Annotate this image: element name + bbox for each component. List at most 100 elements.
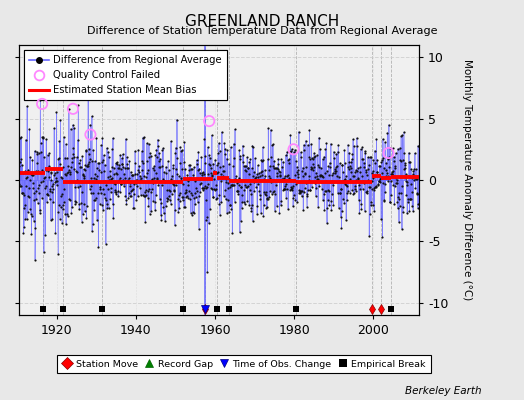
Point [219, 172, 227, 179]
Point [343, 196, 351, 203]
Point [337, 224, 346, 231]
Point [111, 189, 119, 196]
Point [182, 176, 191, 182]
Point [37, 149, 46, 156]
Point [332, 173, 341, 179]
Point [84, 161, 93, 168]
Point [47, 177, 56, 183]
Point [23, 103, 31, 110]
Point [223, 180, 232, 186]
Point [378, 157, 386, 164]
Point [138, 158, 146, 164]
Point [80, 175, 89, 182]
Point [120, 179, 128, 186]
Point [351, 186, 359, 193]
Point [325, 160, 334, 166]
Point [345, 159, 354, 165]
Point [356, 186, 365, 193]
Point [171, 150, 179, 156]
Point [297, 149, 305, 155]
Point [99, 156, 107, 163]
Point [356, 164, 364, 170]
Point [75, 183, 84, 189]
Point [33, 148, 41, 155]
Point [311, 180, 319, 186]
Point [178, 166, 187, 173]
Point [332, 164, 340, 170]
Point [118, 151, 127, 158]
Point [130, 191, 138, 197]
Point [221, 150, 229, 157]
Point [303, 191, 311, 198]
Point [18, 190, 27, 196]
Point [241, 201, 249, 207]
Point [169, 187, 178, 194]
Point [346, 169, 355, 176]
Point [144, 167, 152, 174]
Point [131, 160, 139, 166]
Point [220, 168, 228, 174]
Point [128, 186, 137, 192]
Point [412, 166, 420, 172]
Point [289, 146, 298, 152]
Point [321, 178, 330, 184]
Point [154, 182, 162, 188]
Point [333, 178, 342, 185]
Point [388, 170, 396, 177]
Point [140, 193, 148, 199]
Point [359, 156, 367, 162]
Point [49, 181, 58, 188]
Point [365, 154, 374, 161]
Point [369, 157, 378, 164]
Point [249, 144, 257, 150]
Point [160, 178, 169, 184]
Point [328, 172, 336, 178]
Point [211, 170, 219, 177]
Point [158, 163, 166, 169]
Point [294, 189, 303, 196]
Point [244, 165, 252, 171]
Point [133, 170, 141, 177]
Point [376, 162, 384, 169]
Point [369, 186, 378, 193]
Point [206, 170, 215, 176]
Point [170, 222, 179, 228]
Point [217, 171, 225, 178]
Point [291, 146, 299, 153]
Point [243, 198, 252, 204]
Point [30, 148, 39, 154]
Point [67, 126, 75, 132]
Point [352, 177, 361, 184]
Point [141, 218, 149, 225]
Point [331, 168, 339, 174]
Point [260, 189, 268, 196]
Point [396, 157, 405, 163]
Point [368, 168, 377, 174]
Point [139, 160, 147, 166]
Point [72, 168, 81, 174]
Point [115, 162, 123, 168]
Point [401, 160, 409, 166]
Point [49, 199, 57, 205]
Point [190, 210, 199, 216]
Point [71, 199, 80, 206]
Point [152, 146, 160, 153]
Point [122, 196, 130, 203]
Point [395, 219, 403, 226]
Point [64, 169, 72, 175]
Point [39, 134, 48, 140]
Point [315, 134, 323, 141]
Point [161, 217, 169, 224]
Point [36, 207, 44, 214]
Point [267, 154, 276, 161]
Point [117, 181, 126, 188]
Point [108, 135, 117, 141]
Point [377, 159, 386, 165]
Point [22, 175, 30, 181]
Point [106, 173, 114, 179]
Point [291, 196, 300, 203]
Point [383, 170, 391, 176]
Point [84, 163, 92, 169]
Point [176, 198, 184, 204]
Point [35, 150, 43, 156]
